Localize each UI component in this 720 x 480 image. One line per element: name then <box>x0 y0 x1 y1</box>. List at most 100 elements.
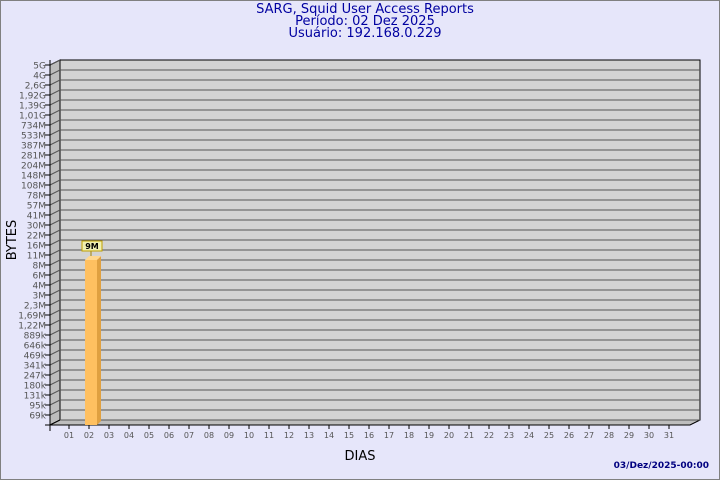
y-tick-label: 387M <box>21 142 46 152</box>
y-tick-label: 69k <box>29 412 46 422</box>
x-tick-label: 20 <box>444 431 454 440</box>
gridline-wall <box>49 319 61 326</box>
y-tick-label: 4G <box>33 72 46 82</box>
bar-value-label: 9M <box>85 242 99 251</box>
x-tick-label: 10 <box>244 431 254 440</box>
bar-side <box>97 256 101 425</box>
gridline-wall <box>49 199 61 206</box>
gridline-wall <box>49 369 61 376</box>
y-tick-label: 11M <box>27 252 46 262</box>
y-tick-label: 148M <box>21 172 46 182</box>
x-tick-label: 29 <box>624 431 634 440</box>
y-tick-label: 78M <box>27 192 46 202</box>
x-tick-label: 16 <box>364 431 374 440</box>
y-tick-label: 4M <box>33 282 47 292</box>
gridline-wall <box>49 189 61 196</box>
footer-timestamp: 03/Dez/2025-00:00 <box>613 461 709 471</box>
y-tick-label: 281M <box>21 152 46 162</box>
gridline-wall <box>49 59 61 66</box>
gridline-wall <box>49 309 61 316</box>
y-tick-label: 8M <box>33 262 47 272</box>
x-tick-label: 21 <box>464 431 474 440</box>
gridline-wall <box>49 349 61 356</box>
x-tick-label: 15 <box>344 431 354 440</box>
y-tick-label: 131k <box>24 392 47 402</box>
gridline-wall <box>49 179 61 186</box>
y-tick-label: 533M <box>21 132 46 142</box>
gridline-wall <box>49 149 61 156</box>
x-tick-label: 08 <box>204 431 214 440</box>
chart-title: SARG, Squid User Access Reports <box>256 2 474 17</box>
x-tick-label: 11 <box>264 431 274 440</box>
y-tick-label: 1,22M <box>18 322 46 332</box>
bar-top <box>85 256 101 260</box>
y-tick-label: 341k <box>24 362 47 372</box>
gridline-wall <box>49 279 61 286</box>
y-tick-label: 41M <box>27 212 46 222</box>
y-tick-label: 1,39G <box>19 102 46 112</box>
x-axis-label: DIAS <box>345 449 376 464</box>
plot-floor <box>49 419 701 426</box>
gridline-wall <box>49 209 61 216</box>
x-tick-label: 17 <box>384 431 394 440</box>
x-tick-label: 05 <box>144 431 154 440</box>
y-tick-label: 247k <box>24 372 47 382</box>
x-tick-label: 28 <box>604 431 614 440</box>
gridline-wall <box>49 169 61 176</box>
gridline-wall <box>49 159 61 166</box>
gridline-wall <box>49 79 61 86</box>
y-tick-label: 57M <box>27 202 46 212</box>
y-tick-label: 22M <box>27 232 46 242</box>
x-tick-label: 03 <box>104 431 114 440</box>
y-tick-label: 1,69M <box>18 312 46 322</box>
gridline-wall <box>49 219 61 226</box>
y-tick-label: 3M <box>33 292 47 302</box>
y-tick-label: 469k <box>24 352 47 362</box>
gridline-wall <box>49 389 61 396</box>
x-tick-label: 18 <box>404 431 414 440</box>
gridline-wall <box>49 249 61 256</box>
x-tick-label: 31 <box>664 431 674 440</box>
gridline-wall <box>49 329 61 336</box>
gridline-wall <box>49 239 61 246</box>
x-tick-label: 06 <box>164 431 174 440</box>
x-tick-label: 30 <box>644 431 654 440</box>
x-tick-label: 14 <box>324 431 334 440</box>
gridline-wall <box>49 109 61 116</box>
y-tick-label: 30M <box>27 222 46 232</box>
y-tick-label: 2,6G <box>25 82 46 92</box>
chart-user: Usuário: 192.168.0.229 <box>288 26 442 41</box>
gridline-wall <box>49 299 61 306</box>
gridline-wall <box>49 379 61 386</box>
y-tick-label: 204M <box>21 162 46 172</box>
gridline-wall <box>49 269 61 276</box>
x-tick-label: 07 <box>184 431 194 440</box>
gridline-wall <box>49 399 61 406</box>
y-tick-label: 6M <box>33 272 47 282</box>
x-tick-label: 04 <box>124 431 134 440</box>
chart-period: Período: 02 Dez 2025 <box>295 14 435 29</box>
gridline-wall <box>49 119 61 126</box>
y-tick-label: 180k <box>24 382 47 392</box>
gridline-wall <box>49 409 61 416</box>
x-tick-label: 19 <box>424 431 434 440</box>
gridline-wall <box>49 69 61 76</box>
y-tick-label: 5G <box>33 62 46 72</box>
gridline-wall <box>49 139 61 146</box>
y-tick-label: 108M <box>21 182 46 192</box>
bar-label-box <box>81 240 103 252</box>
y-tick-label: 1,01G <box>19 112 46 122</box>
x-tick-label: 02 <box>84 431 94 440</box>
x-tick-label: 01 <box>64 431 74 440</box>
x-tick-label: 23 <box>504 431 514 440</box>
y-tick-label: 734M <box>21 122 46 132</box>
gridline-wall <box>49 289 61 296</box>
gridline-wall <box>49 229 61 236</box>
y-tick-label: 646k <box>24 342 47 352</box>
x-tick-label: 22 <box>484 431 494 440</box>
x-tick-label: 25 <box>544 431 554 440</box>
y-tick-label: 1,92G <box>19 92 46 102</box>
y-axis-label: BYTES <box>5 220 20 261</box>
gridline-wall <box>49 89 61 96</box>
